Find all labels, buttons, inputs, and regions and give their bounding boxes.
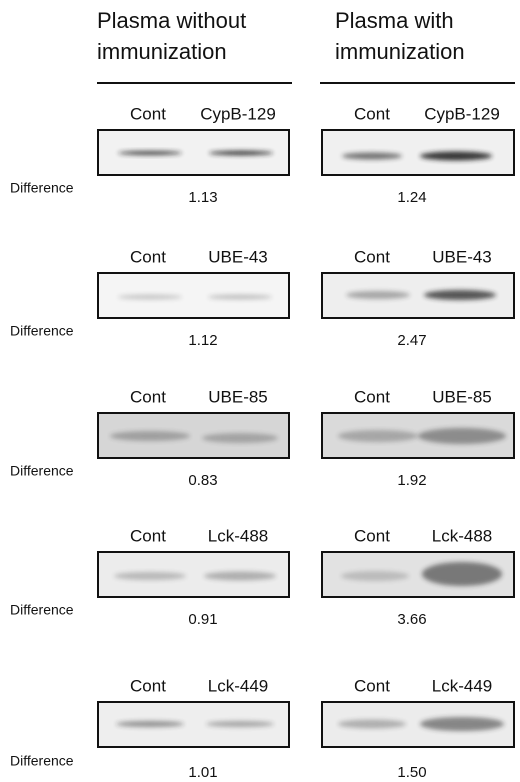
lane-label: Lck-449 — [208, 676, 268, 695]
band — [418, 428, 506, 444]
lane-label: UBE-43 — [432, 247, 492, 266]
lane-label: Lck-488 — [208, 526, 268, 545]
band — [206, 721, 274, 727]
lane-label: Cont — [130, 247, 166, 266]
blot-row — [98, 702, 514, 747]
band — [341, 571, 409, 581]
lane-label: UBE-43 — [208, 247, 268, 266]
difference-value: 3.66 — [397, 611, 426, 628]
band — [208, 295, 272, 300]
header: Plasma with — [335, 8, 454, 33]
blot-bg — [322, 130, 514, 175]
band — [209, 151, 273, 155]
lane-label: Cont — [354, 526, 390, 545]
band — [116, 721, 184, 727]
row-label: Difference — [10, 323, 74, 339]
blot-row — [98, 413, 514, 458]
band — [118, 151, 182, 155]
lane-label: Lck-449 — [432, 676, 492, 695]
band — [114, 572, 186, 580]
row-label: Difference — [10, 180, 74, 196]
difference-value: 1.01 — [188, 764, 217, 781]
band — [342, 153, 402, 160]
blot-row — [98, 130, 514, 175]
blot-row — [98, 552, 514, 597]
blots — [98, 130, 514, 747]
difference-value: 2.47 — [397, 332, 426, 349]
lane-label: Cont — [354, 387, 390, 406]
lane-label: Cont — [354, 676, 390, 695]
band — [424, 290, 496, 300]
row-label: Difference — [10, 463, 74, 479]
difference-value: 1.92 — [397, 472, 426, 489]
lane-label: Cont — [130, 387, 166, 406]
lane-label: Cont — [130, 526, 166, 545]
lane-label: UBE-85 — [432, 387, 492, 406]
difference-value: 1.13 — [188, 189, 217, 206]
band — [422, 562, 502, 586]
lane-label: Cont — [130, 676, 166, 695]
row-label: Difference — [10, 602, 74, 618]
band — [420, 717, 504, 731]
difference-value: 1.50 — [397, 764, 426, 781]
lane-label: UBE-85 — [208, 387, 268, 406]
lane-label: Cont — [354, 247, 390, 266]
band — [118, 295, 182, 300]
band — [110, 431, 190, 441]
row-label: Difference — [10, 753, 74, 769]
difference-value: 0.83 — [188, 472, 217, 489]
lane-label: Cont — [130, 104, 166, 123]
blot-row — [98, 273, 514, 318]
difference-value: 0.91 — [188, 611, 217, 628]
band — [338, 430, 418, 442]
band — [338, 720, 406, 729]
figure: Plasma without immunization Plasma with imm… — [0, 0, 520, 782]
lane-label: CypB-129 — [200, 104, 276, 123]
lane-label: Cont — [354, 104, 390, 123]
lane-label: CypB-129 — [424, 104, 500, 123]
band — [204, 572, 276, 581]
lane-label: Lck-488 — [432, 526, 492, 545]
header: Plasma without — [97, 8, 246, 33]
band — [202, 433, 278, 443]
band — [420, 152, 492, 161]
header: immunization — [335, 39, 465, 64]
band — [346, 291, 410, 299]
difference-value: 1.24 — [397, 189, 426, 206]
header: immunization — [97, 39, 227, 64]
difference-value: 1.12 — [188, 332, 217, 349]
